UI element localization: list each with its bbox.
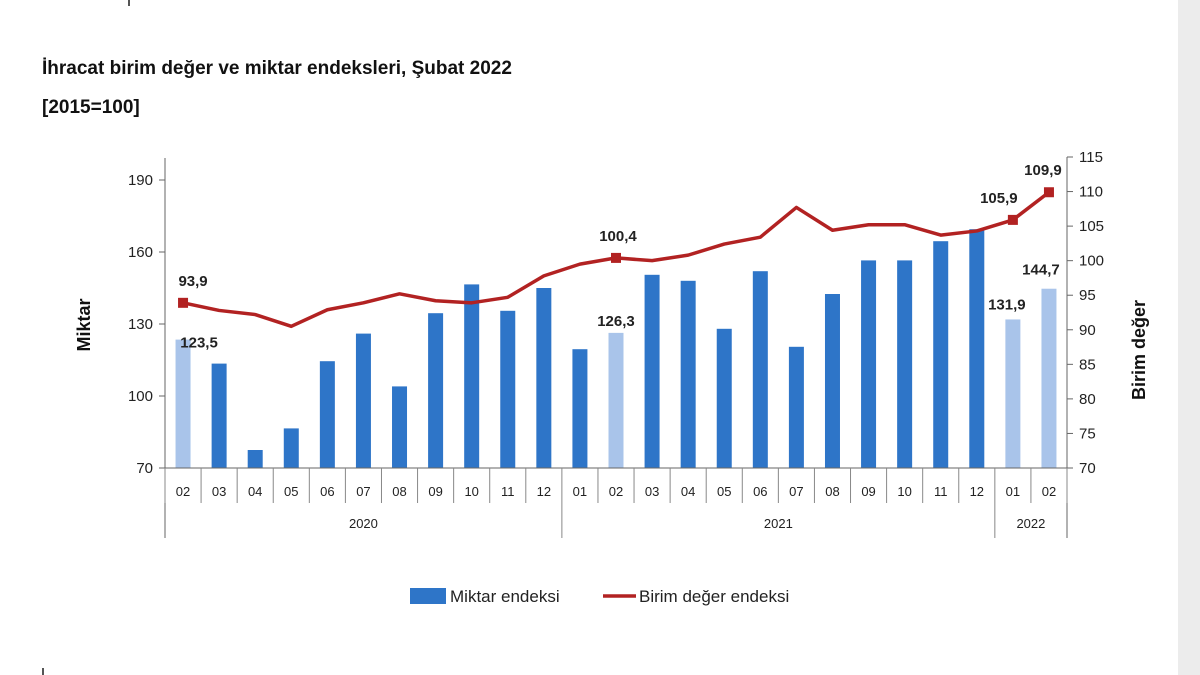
right-edge-strip <box>1178 0 1200 675</box>
bar-10 <box>536 288 552 468</box>
bar-14 <box>680 280 696 468</box>
right-tick-label: 115 <box>1079 149 1103 166</box>
left-tick-label: 130 <box>128 316 153 333</box>
chart-title: İhracat birim değer ve miktar endeksleri… <box>42 58 512 79</box>
x-tick-label: 04 <box>248 484 262 499</box>
x-tick-label: 11 <box>501 484 515 499</box>
data-label: 93,9 <box>178 273 207 290</box>
left-tick-label: 160 <box>128 244 153 261</box>
bar-20 <box>897 260 913 468</box>
data-label: 144,7 <box>1022 262 1060 279</box>
x-tick-label: 08 <box>392 484 406 499</box>
left-axis-title: Miktar <box>74 298 94 351</box>
bar-15 <box>716 328 732 468</box>
bar-24 <box>1041 288 1057 468</box>
right-axis-title: Birim değer <box>1129 300 1149 400</box>
x-tick-label: 08 <box>825 484 839 499</box>
x-tick-label: 11 <box>934 484 948 499</box>
x-tick-label: 01 <box>573 484 587 499</box>
bottom-edge-mark <box>42 668 44 675</box>
right-tick-label: 80 <box>1079 391 1096 408</box>
bar-21 <box>933 241 949 468</box>
legend-bar-label: Miktar endeksi <box>450 587 560 606</box>
right-tick-label: 70 <box>1079 460 1096 477</box>
x-tick-label: 03 <box>212 484 226 499</box>
x-tick-label: 01 <box>1006 484 1020 499</box>
bar-8 <box>464 284 480 468</box>
bar-3 <box>283 428 299 468</box>
year-label-2022: 2022 <box>1016 516 1045 531</box>
legend-line-label: Birim değer endeksi <box>639 587 789 606</box>
legend: Miktar endeksi Birim değer endeksi <box>410 587 789 606</box>
right-tick-label: 85 <box>1079 356 1096 373</box>
right-tick-label: 110 <box>1079 184 1103 201</box>
year-label-2020: 2020 <box>349 516 378 531</box>
x-tick-label: 10 <box>897 484 911 499</box>
bar-19 <box>861 260 877 468</box>
bar-12 <box>608 332 624 468</box>
bar-7 <box>428 313 444 468</box>
right-tick-label: 90 <box>1079 322 1096 339</box>
x-tick-label: 02 <box>1042 484 1056 499</box>
right-tick-label: 95 <box>1079 287 1096 304</box>
bar-6 <box>392 386 408 468</box>
right-tick-label: 105 <box>1079 218 1104 235</box>
left-tick-label: 70 <box>136 460 153 477</box>
x-tick-label: 06 <box>320 484 334 499</box>
data-labels: 123,5 126,3 131,9 144,7 93,9 100,4 105,9 109,9 <box>178 162 1061 351</box>
bar-9 <box>500 310 516 468</box>
data-label: 105,9 <box>980 190 1018 207</box>
x-tick-label: 02 <box>176 484 190 499</box>
bar-0 <box>175 339 191 468</box>
line-marker-24 <box>1043 187 1054 198</box>
data-label: 123,5 <box>180 335 218 352</box>
bar-13 <box>644 274 660 468</box>
x-tick-label: 02 <box>609 484 623 499</box>
x-tick-label: 07 <box>356 484 370 499</box>
x-tick-label: 05 <box>284 484 298 499</box>
bar-23 <box>1005 319 1021 468</box>
left-tick-label: 100 <box>128 388 153 405</box>
line-marker-23 <box>1007 214 1018 225</box>
axes: 7010013016019070758085909510010511011502… <box>74 149 1149 538</box>
x-tick-label: 09 <box>861 484 875 499</box>
bar-17 <box>788 346 804 468</box>
bar-16 <box>752 271 768 468</box>
right-tick-label: 100 <box>1079 253 1104 270</box>
bar-11 <box>572 349 588 468</box>
left-tick-label: 190 <box>128 172 153 189</box>
bar-18 <box>824 294 840 468</box>
x-tick-label: 06 <box>753 484 767 499</box>
year-label-2021: 2021 <box>764 516 793 531</box>
bar-2 <box>247 450 263 468</box>
bar-1 <box>211 363 227 468</box>
x-tick-label: 09 <box>428 484 442 499</box>
data-label: 109,9 <box>1024 162 1062 179</box>
line-marker-0 <box>178 297 189 308</box>
x-tick-label: 05 <box>717 484 731 499</box>
bar-5 <box>355 333 371 468</box>
x-tick-label: 12 <box>537 484 551 499</box>
bar-22 <box>969 229 985 468</box>
line-series <box>178 187 1054 329</box>
bar-4 <box>319 361 335 468</box>
x-tick-label: 04 <box>681 484 695 499</box>
x-tick-label: 03 <box>645 484 659 499</box>
x-tick-label: 07 <box>789 484 803 499</box>
data-label: 100,4 <box>599 228 637 245</box>
bar-series <box>175 229 1057 468</box>
data-label: 126,3 <box>597 313 635 330</box>
chart-subtitle: [2015=100] <box>42 97 140 118</box>
data-label: 131,9 <box>988 296 1026 313</box>
right-tick-label: 75 <box>1079 425 1096 442</box>
line-marker-12 <box>611 252 621 263</box>
top-edge-mark <box>128 0 130 6</box>
x-tick-label: 10 <box>464 484 478 499</box>
x-tick-label: 12 <box>970 484 984 499</box>
legend-bar-swatch <box>410 588 446 604</box>
